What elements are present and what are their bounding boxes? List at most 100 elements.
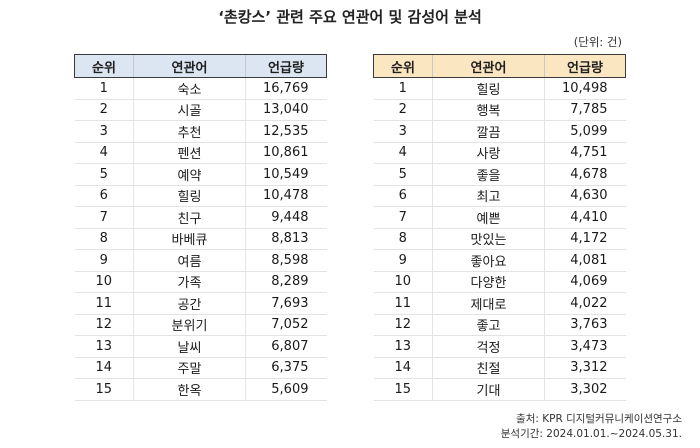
table-row: 12 좋고 3,763 (373, 314, 626, 336)
table-header-row: 순위 연관어 언급량 (74, 54, 327, 78)
mention-count-cell: 4,678 (544, 163, 626, 186)
related-keywords-table: 순위 연관어 언급량 1 숙소 16,769 2 시골 13,040 3 추천 12,535 4 펜… (74, 54, 327, 401)
table-row: 8 바베큐 8,813 (74, 228, 327, 250)
keyword-cell: 숙소 (133, 77, 246, 100)
rank-cell: 12 (74, 314, 134, 336)
keyword-cell: 바베큐 (133, 228, 246, 250)
mention-count-cell: 3,312 (544, 357, 626, 379)
column-header-mentions: 언급량 (544, 54, 626, 78)
column-header-keyword: 연관어 (432, 54, 545, 78)
rank-cell: 6 (373, 185, 433, 207)
table-row: 2 행복 7,785 (373, 99, 626, 121)
table-row: 5 좋을 4,678 (373, 163, 626, 186)
column-header-rank: 순위 (74, 54, 134, 78)
mention-count-cell: 13,040 (245, 99, 327, 121)
keyword-cell: 기대 (432, 378, 545, 401)
keyword-cell: 주말 (133, 357, 246, 379)
rank-cell: 7 (74, 206, 134, 229)
mention-count-cell: 4,410 (544, 206, 626, 229)
table-row: 13 날씨 6,807 (74, 335, 327, 358)
table-row: 2 시골 13,040 (74, 99, 327, 121)
table-row: 14 주말 6,375 (74, 357, 327, 379)
table-row: 11 제대로 4,022 (373, 292, 626, 315)
keyword-cell: 힐링 (432, 77, 545, 100)
table-row: 10 가족 8,289 (74, 271, 327, 293)
mention-count-cell: 8,289 (245, 271, 327, 293)
sentiment-keywords-table: 순위 연관어 언급량 1 힐링 10,498 2 행복 7,785 3 깔끔 5,099 4 사랑 4… (373, 54, 626, 401)
table-row: 5 예약 10,549 (74, 163, 327, 186)
keyword-cell: 행복 (432, 99, 545, 121)
rank-cell: 3 (74, 120, 134, 143)
mention-count-cell: 3,302 (544, 378, 626, 401)
mention-count-cell: 7,785 (544, 99, 626, 121)
mention-count-cell: 4,069 (544, 271, 626, 293)
mention-count-cell: 7,052 (245, 314, 327, 336)
table-row: 8 맛있는 4,172 (373, 228, 626, 250)
rank-cell: 8 (74, 228, 134, 250)
table-row: 9 좋아요 4,081 (373, 249, 626, 272)
rank-cell: 1 (373, 77, 433, 100)
keyword-cell: 펜션 (133, 142, 246, 164)
keyword-cell: 친구 (133, 206, 246, 229)
mention-count-cell: 8,598 (245, 249, 327, 272)
rank-cell: 6 (74, 185, 134, 207)
rank-cell: 11 (373, 292, 433, 315)
rank-cell: 15 (373, 378, 433, 401)
mention-count-cell: 4,172 (544, 228, 626, 250)
column-header-keyword: 연관어 (133, 54, 246, 78)
table-row: 13 걱정 3,473 (373, 335, 626, 358)
keyword-cell: 가족 (133, 271, 246, 293)
keyword-cell: 걱정 (432, 335, 545, 358)
table-row: 3 추천 12,535 (74, 120, 327, 143)
table-row: 4 펜션 10,861 (74, 142, 327, 164)
mention-count-cell: 16,769 (245, 77, 327, 100)
sentiment-table-body: 1 힐링 10,498 2 행복 7,785 3 깔끔 5,099 4 사랑 4,751 5 좋을 4,67… (373, 77, 626, 401)
table-row: 7 친구 9,448 (74, 206, 327, 229)
table-row: 4 사랑 4,751 (373, 142, 626, 164)
rank-cell: 5 (373, 163, 433, 186)
mention-count-cell: 10,549 (245, 163, 327, 186)
table-row: 1 숙소 16,769 (74, 77, 327, 100)
keyword-cell: 좋고 (432, 314, 545, 336)
rank-cell: 12 (373, 314, 433, 336)
keyword-cell: 좋아요 (432, 249, 545, 272)
keyword-cell: 다양한 (432, 271, 545, 293)
rank-cell: 4 (74, 142, 134, 164)
analysis-period-text: 분석기간: 2024.01.01.~2024.05.31. (500, 428, 682, 440)
keyword-cell: 친절 (432, 357, 545, 379)
table-row: 7 예쁜 4,410 (373, 206, 626, 229)
rank-cell: 2 (74, 99, 134, 121)
rank-cell: 2 (373, 99, 433, 121)
table-row: 9 여름 8,598 (74, 249, 327, 272)
table-row: 1 힐링 10,498 (373, 77, 626, 100)
keyword-cell: 예약 (133, 163, 246, 186)
mention-count-cell: 10,498 (544, 77, 626, 100)
rank-cell: 11 (74, 292, 134, 315)
table-row: 6 최고 4,630 (373, 185, 626, 207)
mention-count-cell: 5,099 (544, 120, 626, 143)
mention-count-cell: 3,763 (544, 314, 626, 336)
rank-cell: 14 (74, 357, 134, 379)
rank-cell: 9 (373, 249, 433, 272)
table-row: 14 친절 3,312 (373, 357, 626, 379)
table-row: 3 깔끔 5,099 (373, 120, 626, 143)
table-row: 12 분위기 7,052 (74, 314, 327, 336)
rank-cell: 4 (373, 142, 433, 164)
table-header-row: 순위 연관어 언급량 (373, 54, 626, 78)
mention-count-cell: 12,535 (245, 120, 327, 143)
keyword-cell: 공간 (133, 292, 246, 315)
keyword-cell: 맛있는 (432, 228, 545, 250)
mention-count-cell: 10,861 (245, 142, 327, 164)
related-table-body: 1 숙소 16,769 2 시골 13,040 3 추천 12,535 4 펜션 10,861 5 예약 1… (74, 77, 327, 401)
mention-count-cell: 6,375 (245, 357, 327, 379)
keyword-cell: 좋을 (432, 163, 545, 186)
mention-count-cell: 6,807 (245, 335, 327, 358)
mention-count-cell: 4,081 (544, 249, 626, 272)
keyword-cell: 힐링 (133, 185, 246, 207)
column-header-rank: 순위 (373, 54, 433, 78)
mention-count-cell: 3,473 (544, 335, 626, 358)
keyword-cell: 제대로 (432, 292, 545, 315)
table-row: 11 공간 7,693 (74, 292, 327, 315)
table-row: 15 한옥 5,609 (74, 378, 327, 401)
rank-cell: 8 (373, 228, 433, 250)
